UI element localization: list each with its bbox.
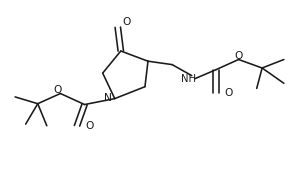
Text: O: O bbox=[85, 121, 94, 131]
Text: O: O bbox=[53, 86, 62, 95]
Text: O: O bbox=[224, 88, 233, 98]
Text: N: N bbox=[104, 93, 112, 103]
Text: O: O bbox=[122, 17, 130, 27]
Text: O: O bbox=[234, 51, 243, 61]
Text: NH: NH bbox=[181, 74, 196, 84]
